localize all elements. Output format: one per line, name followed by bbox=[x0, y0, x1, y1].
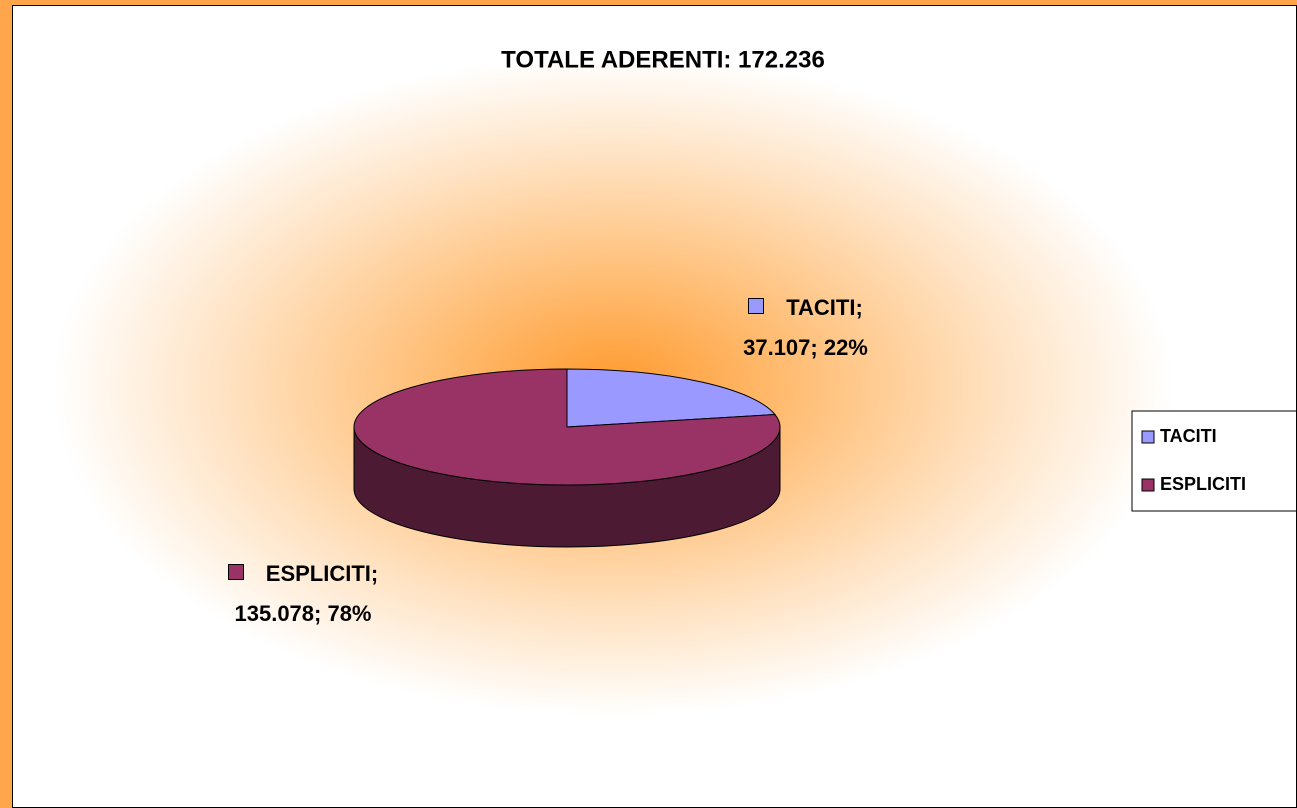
data-label: ESPLICITI; 135.078; 78% bbox=[193, 554, 413, 634]
legend-marker bbox=[1141, 430, 1155, 444]
chart-title: TOTALE ADERENTI: 172.236 bbox=[501, 46, 825, 73]
chart-area: TOTALE ADERENTI: 172.236 TACITI ESPLICITI… bbox=[12, 5, 1297, 808]
pie-slice bbox=[353, 368, 781, 486]
label-text: ESPLICITI; 135.078; 78% bbox=[234, 561, 379, 626]
pie-slice bbox=[566, 368, 777, 428]
chart: TOTALE ADERENTI: 172.236 TACITI ESPLICITI bbox=[353, 46, 1296, 548]
label-marker bbox=[227, 564, 244, 580]
legend-label: TACITI bbox=[1160, 426, 1217, 446]
label-text: TACITI; 37.107; 22% bbox=[743, 295, 868, 360]
data-label: TACITI; 37.107; 22% bbox=[713, 288, 898, 368]
legend-marker bbox=[1141, 478, 1155, 492]
legend-label: ESPLICITI bbox=[1160, 474, 1246, 494]
label-marker bbox=[748, 298, 765, 314]
legend-box bbox=[1131, 410, 1296, 512]
